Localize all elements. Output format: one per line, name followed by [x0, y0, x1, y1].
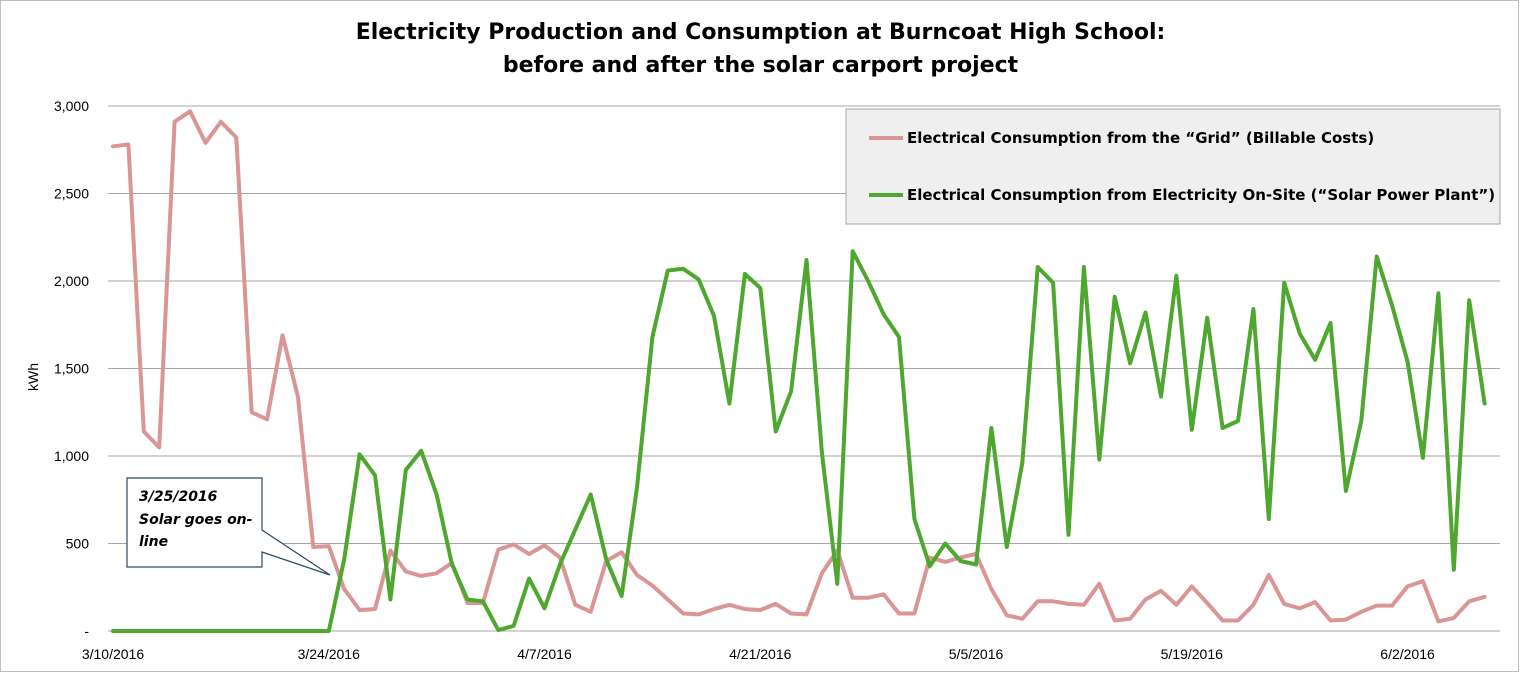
y-tick-label: 1,000	[54, 448, 89, 464]
callout-annotation: 3/25/2016 Solar goes on- line	[126, 477, 331, 576]
x-tick-label: 5/5/2016	[949, 646, 1004, 662]
y-tick-label: 2,500	[54, 186, 89, 202]
x-tick-label: 5/19/2016	[1161, 646, 1223, 662]
callout-line2: Solar goes on-	[139, 512, 253, 528]
y-tick-label: 3,000	[54, 98, 89, 114]
x-tick-label: 3/10/2016	[82, 646, 144, 662]
legend-box	[845, 108, 1501, 225]
x-axis-ticks: 3/10/2016 3/24/2016 4/7/2016 4/21/2016 5/5/2…	[82, 646, 1435, 662]
legend: Electrical Consumption from the “Grid” (…	[845, 108, 1501, 225]
callout-line3: line	[139, 534, 168, 550]
chart-title-line1: Electricity Production and Consumption a…	[355, 20, 1166, 45]
chart-title-line2: before and after the solar carport proje…	[502, 53, 1019, 78]
series-line-grid	[111, 109, 1487, 624]
legend-label-solar: Electrical Consumption from Electricity …	[907, 186, 1495, 204]
y-tick-label: 1,500	[54, 361, 89, 377]
series-line-solar	[111, 249, 1487, 633]
series-layer	[111, 109, 1487, 633]
x-tick-label: 4/21/2016	[729, 646, 791, 662]
x-tick-label: 4/7/2016	[517, 646, 572, 662]
y-axis-ticks: - 500 1,000 1,500 2,000 2,500 3,000	[54, 98, 89, 639]
x-tick-label: 3/24/2016	[298, 646, 360, 662]
x-tick-label: 6/2/2016	[1380, 646, 1435, 662]
chart-title: Electricity Production and Consumption a…	[0, 16, 1521, 82]
y-axis-label: kWh	[25, 363, 41, 391]
y-tick-label: 2,000	[54, 273, 89, 289]
y-tick-label: -	[84, 623, 89, 639]
callout-box	[126, 477, 331, 576]
y-tick-label: 500	[66, 536, 90, 552]
callout-line1: 3/25/2016	[139, 489, 218, 505]
legend-label-grid: Electrical Consumption from the “Grid” (…	[907, 129, 1374, 147]
